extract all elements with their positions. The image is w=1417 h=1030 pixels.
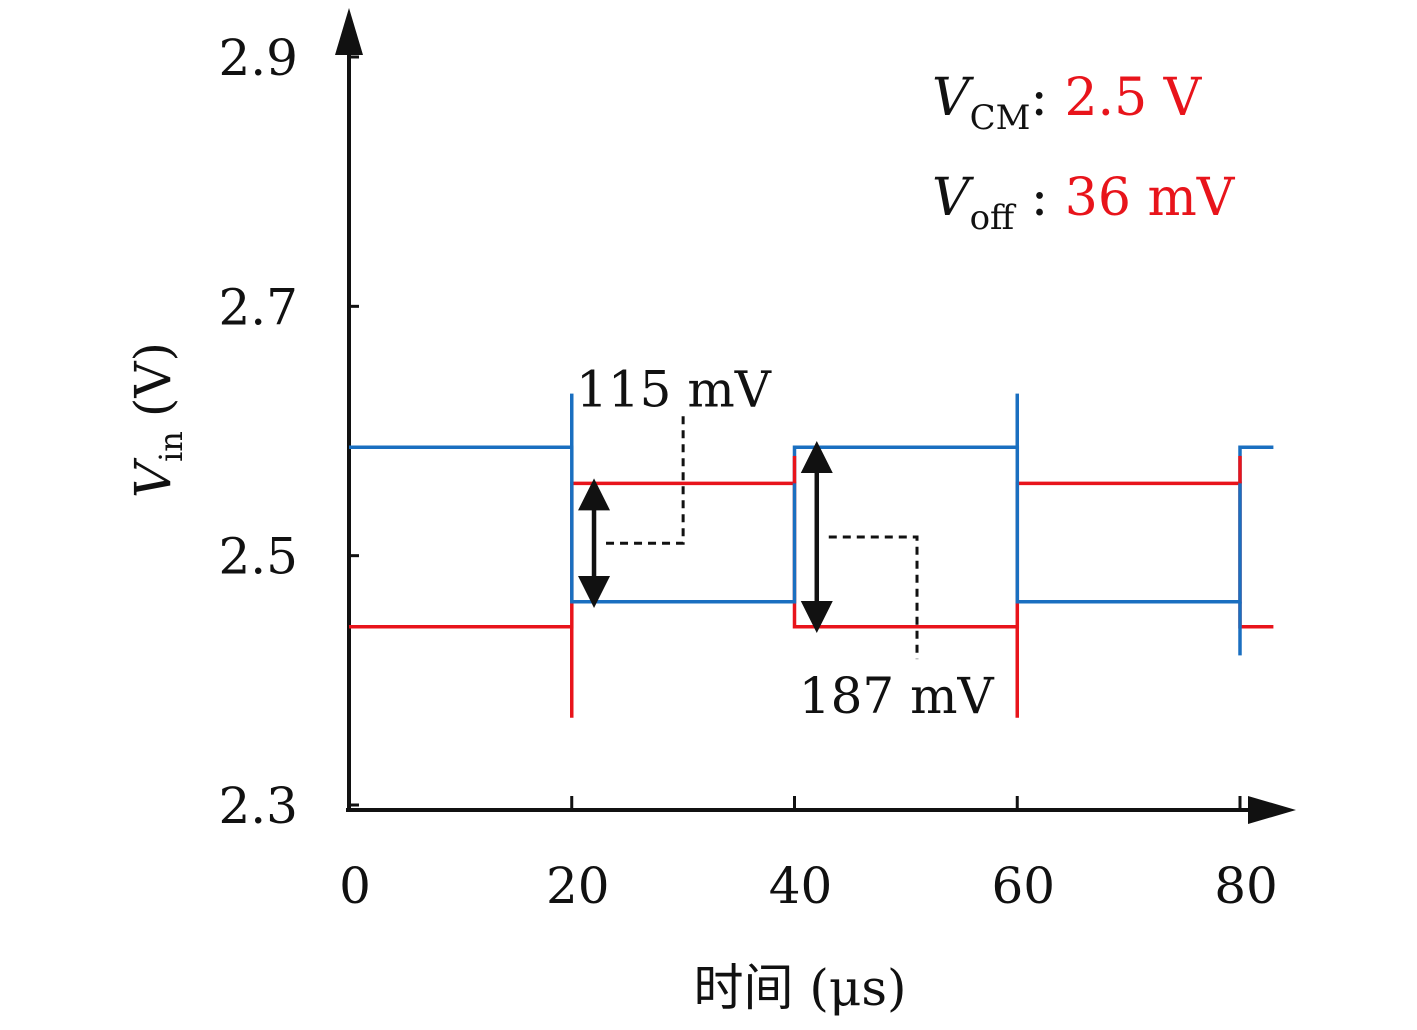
measure-arrow-head <box>800 600 833 633</box>
x-tick-label: 20 <box>546 857 610 915</box>
y-axis-title-main: V <box>124 457 182 498</box>
series-group <box>349 393 1274 718</box>
measure-arrow-head <box>578 576 611 609</box>
y-axis-arrow <box>335 8 363 55</box>
y-axis-title-unit: (V) <box>124 342 182 417</box>
y-tick-label: 2.5 <box>218 528 298 586</box>
axes: 2.3 2.5 2.7 2.9 0 20 40 60 80 <box>218 8 1296 915</box>
legend-entry: VCM: 2.5 V <box>932 68 1203 138</box>
legend-subscript: off <box>970 198 1017 238</box>
legend-separator: : <box>1014 168 1065 228</box>
y-tick-label: 2.9 <box>218 29 298 87</box>
annotation-group: 115 mV 187 mV <box>576 360 994 725</box>
y-axis-title-sub: in <box>152 431 190 462</box>
annotation-label: 115 mV <box>576 360 772 418</box>
x-tick-label: 80 <box>1214 857 1278 915</box>
legend-symbol: V <box>932 168 974 228</box>
x-tick-label: 40 <box>769 857 833 915</box>
y-tick-label: 2.7 <box>218 278 298 336</box>
legend-value: 2.5 V <box>1064 68 1202 128</box>
measure-arrow-head <box>578 478 611 511</box>
legend-separator: : <box>1030 68 1064 128</box>
legend-value: 36 mV <box>1065 168 1236 228</box>
y-axis-title: Vin (V) <box>124 342 190 498</box>
x-axis-arrow <box>1248 796 1296 824</box>
y-tick-label: 2.3 <box>218 777 298 835</box>
annotation-label: 187 mV <box>799 667 995 725</box>
x-axis-title: 时间 (μs) <box>693 959 906 1017</box>
x-tick-label: 0 <box>339 857 371 915</box>
series-line <box>349 445 1274 604</box>
measure-arrow-head <box>800 440 833 473</box>
legend-symbol: V <box>932 68 974 128</box>
x-tick-label: 60 <box>991 857 1055 915</box>
legend-subscript: CM <box>970 98 1031 138</box>
leader-line <box>828 535 919 660</box>
legend-entry: Voff : 36 mV <box>932 168 1236 238</box>
leader-line <box>606 412 685 545</box>
